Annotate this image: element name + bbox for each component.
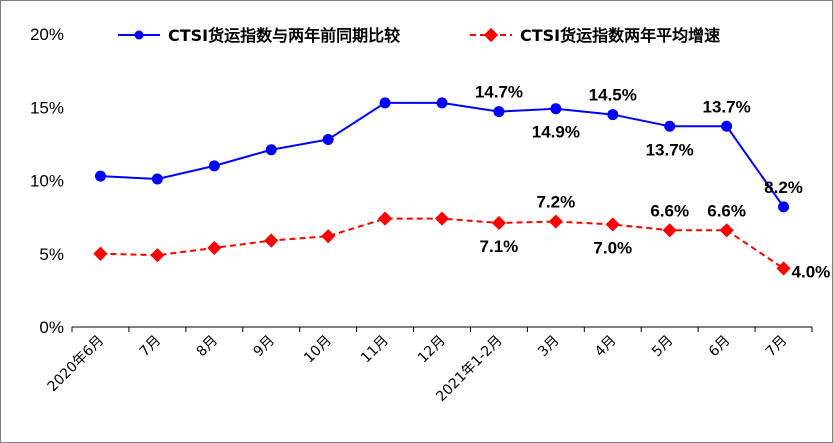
series-line-1 xyxy=(100,217,785,270)
x-tick-label: 10月 xyxy=(301,333,335,367)
data-point xyxy=(778,201,790,213)
data-point xyxy=(548,214,563,229)
legend-marker-diamond xyxy=(483,27,499,43)
x-tick-label: 7月 xyxy=(137,333,165,361)
data-label: 7.1% xyxy=(480,237,519,256)
legend-marker-circle xyxy=(134,30,144,40)
legend-label-1: CTSI货运指数两年平均增速 xyxy=(520,26,720,45)
y-tick-label: 20% xyxy=(30,25,64,44)
y-tick-label: 15% xyxy=(30,98,64,117)
x-tick-label: 4月 xyxy=(592,333,620,361)
legend: CTSI货运指数与两年前同期比较 CTSI货运指数两年平均增速 xyxy=(118,26,720,45)
x-tick-label: 11月 xyxy=(358,333,392,367)
x-tick-label: 12月 xyxy=(415,333,449,367)
legend-entry-1: CTSI货运指数两年平均增速 xyxy=(470,26,720,45)
data-label: 4.0% xyxy=(792,262,831,281)
data-point xyxy=(93,246,108,261)
y-tick-label: 0% xyxy=(39,318,64,337)
data-point xyxy=(436,97,448,109)
data-point xyxy=(379,97,391,109)
data-point xyxy=(721,120,733,132)
data-point xyxy=(378,211,393,226)
data-point xyxy=(662,223,677,238)
data-point xyxy=(321,229,336,244)
data-label: 13.7% xyxy=(646,140,694,159)
data-point xyxy=(776,261,791,276)
data-label: 7.0% xyxy=(593,238,632,257)
data-point xyxy=(719,223,734,238)
x-tick-label: 7月 xyxy=(763,333,791,361)
data-point xyxy=(151,173,163,185)
data-label: 7.2% xyxy=(536,193,575,212)
data-point xyxy=(264,233,279,248)
plot-area: 14.7% 14.9% 14.5% 13.7% 13.7% 8.2% 7.1% 7.2% 7.0… xyxy=(93,83,831,281)
data-label: 13.7% xyxy=(703,97,751,116)
data-label: 14.5% xyxy=(589,86,637,105)
data-point xyxy=(208,160,220,172)
x-tick-label: 8月 xyxy=(194,333,222,361)
data-point xyxy=(207,240,222,255)
data-point xyxy=(550,103,562,115)
x-tick-label: 3月 xyxy=(535,333,563,361)
data-point xyxy=(434,211,450,226)
y-tick-label: 5% xyxy=(39,245,64,264)
data-label: 8.2% xyxy=(764,178,803,197)
data-point xyxy=(493,106,505,118)
axes: 0%5%10%15%20%2020年6月 7月 8月 9月 10月 11月 12月2021年… xyxy=(30,25,813,405)
x-tick-label: 2020年6月 xyxy=(45,333,108,396)
data-point xyxy=(491,215,506,231)
data-point xyxy=(607,109,619,121)
x-tick-label: 9月 xyxy=(251,333,279,361)
data-point xyxy=(664,120,676,132)
data-label: 6.6% xyxy=(650,201,689,220)
data-label: 6.6% xyxy=(707,201,746,220)
y-tick-label: 10% xyxy=(30,172,64,191)
data-label: 14.7% xyxy=(475,83,523,102)
x-tick-label: 5月 xyxy=(649,333,677,361)
data-point xyxy=(605,217,620,232)
legend-entry-0: CTSI货运指数与两年前同期比较 xyxy=(118,26,400,45)
legend-label-0: CTSI货运指数与两年前同期比较 xyxy=(168,26,400,45)
data-point xyxy=(265,144,277,156)
data-point xyxy=(150,248,165,263)
data-point xyxy=(322,133,334,145)
data-point xyxy=(94,170,106,182)
data-label: 14.9% xyxy=(532,123,580,142)
x-tick-label: 6月 xyxy=(706,333,734,361)
